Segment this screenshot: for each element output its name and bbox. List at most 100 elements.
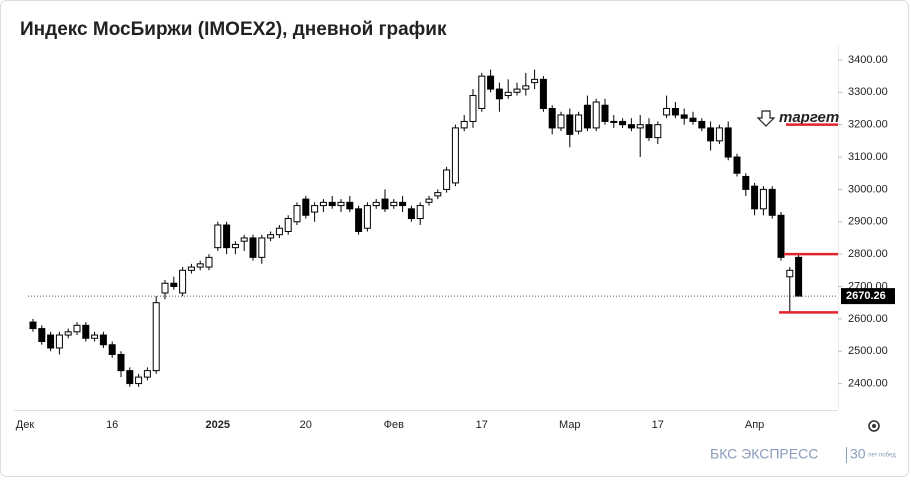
candle-body bbox=[346, 201, 354, 210]
candle-body bbox=[504, 91, 512, 97]
x-tick-label: 17 bbox=[476, 419, 488, 431]
candle-body bbox=[231, 243, 239, 249]
candle-body bbox=[416, 205, 424, 220]
candle-body bbox=[407, 208, 415, 220]
candle-body bbox=[724, 127, 732, 158]
candle-body bbox=[47, 334, 55, 349]
last-price-label: 2670.26 bbox=[846, 290, 886, 302]
candle-body bbox=[592, 101, 600, 129]
candle-body bbox=[99, 334, 107, 346]
candle-body bbox=[214, 224, 222, 249]
candle-body bbox=[275, 227, 283, 236]
y-tick-label: 2800.00 bbox=[848, 248, 888, 260]
candle-body bbox=[399, 201, 407, 207]
candle-body bbox=[619, 120, 627, 126]
candle-body bbox=[126, 370, 134, 385]
candle-body bbox=[636, 124, 644, 129]
candle-body bbox=[319, 201, 327, 207]
x-tick-label: Апр bbox=[745, 419, 764, 431]
candle-body bbox=[759, 188, 767, 210]
candle-body bbox=[355, 208, 363, 232]
candle-body bbox=[715, 127, 723, 142]
candle-body bbox=[478, 75, 486, 109]
candle-body bbox=[663, 107, 671, 116]
candle-body bbox=[363, 205, 371, 229]
candle-body bbox=[689, 117, 697, 122]
candle-body bbox=[302, 198, 310, 216]
candle-body bbox=[460, 120, 468, 129]
candle-body bbox=[143, 370, 151, 378]
candle-body bbox=[152, 302, 160, 372]
x-tick-label: 2025 bbox=[206, 419, 230, 431]
candle-body bbox=[680, 114, 688, 119]
candle-body bbox=[557, 114, 565, 129]
candle-body bbox=[267, 234, 275, 239]
last-price-box bbox=[841, 288, 895, 305]
x-tick-label: 16 bbox=[106, 419, 118, 431]
candle-body bbox=[258, 237, 266, 258]
candle-body bbox=[583, 104, 591, 129]
chart-title: Индекс МосБиржи (IMOEX2), дневной график bbox=[20, 19, 447, 40]
candle-body bbox=[249, 237, 257, 258]
candle-body bbox=[311, 205, 319, 213]
candle-body bbox=[73, 324, 81, 333]
y-tick-label: 2500.00 bbox=[848, 345, 888, 357]
y-tick-label: 3100.00 bbox=[848, 151, 888, 163]
candle-body bbox=[135, 376, 143, 385]
y-tick-label: 3000.00 bbox=[848, 183, 888, 195]
candle-body bbox=[627, 124, 635, 129]
candle-body bbox=[654, 124, 662, 139]
candle-body bbox=[390, 201, 398, 207]
candle-body bbox=[777, 214, 785, 258]
x-tick-label: 17 bbox=[652, 419, 664, 431]
candle-body bbox=[487, 75, 495, 90]
candle-body bbox=[293, 205, 301, 223]
brand-badge-text: лет побед bbox=[868, 453, 896, 459]
candle-body bbox=[179, 269, 187, 294]
candle-body bbox=[601, 104, 609, 122]
brand-badge: 30 bbox=[850, 446, 866, 462]
candle-body bbox=[671, 107, 679, 116]
y-tick-label: 2600.00 bbox=[848, 313, 888, 325]
candle-body bbox=[187, 266, 195, 271]
candle-body bbox=[707, 127, 715, 142]
candle-body bbox=[566, 114, 574, 135]
gear[interactable] bbox=[868, 420, 880, 432]
candle-body bbox=[91, 334, 99, 339]
candle-body bbox=[539, 78, 547, 109]
x-tick-label: 20 bbox=[300, 419, 312, 431]
target-annotation: таргет bbox=[779, 109, 839, 126]
candle-body bbox=[196, 263, 204, 268]
candle-body bbox=[108, 344, 116, 355]
candle-body bbox=[513, 88, 521, 93]
candle-body bbox=[337, 201, 345, 207]
candle-body bbox=[733, 156, 741, 174]
brand: БКС ЭКСПРЕСС bbox=[710, 446, 818, 462]
candle-body bbox=[372, 201, 380, 207]
candle-body bbox=[786, 269, 794, 278]
candle-body bbox=[170, 282, 178, 287]
candle-body bbox=[284, 218, 292, 232]
candle-body bbox=[434, 192, 442, 197]
x-tick-label: Мар bbox=[559, 419, 581, 431]
candle-body bbox=[610, 120, 618, 123]
candle-body bbox=[29, 321, 37, 330]
y-tick-label: 2900.00 bbox=[848, 216, 888, 228]
candle-body bbox=[768, 188, 776, 216]
candle-body bbox=[161, 282, 169, 294]
candle-body bbox=[64, 331, 72, 336]
candle-body bbox=[328, 201, 336, 207]
candle-body bbox=[698, 120, 706, 129]
gear-center[interactable] bbox=[872, 424, 876, 428]
y-tick-label: 3200.00 bbox=[848, 119, 888, 131]
candle-body bbox=[522, 85, 530, 90]
candle-body bbox=[495, 88, 503, 100]
candle-body bbox=[469, 95, 477, 122]
y-tick-label: 3300.00 bbox=[848, 86, 888, 98]
candle-body bbox=[381, 198, 389, 210]
candle-body bbox=[742, 175, 750, 190]
candle-body bbox=[451, 127, 459, 184]
settings-icon[interactable] bbox=[868, 420, 880, 432]
